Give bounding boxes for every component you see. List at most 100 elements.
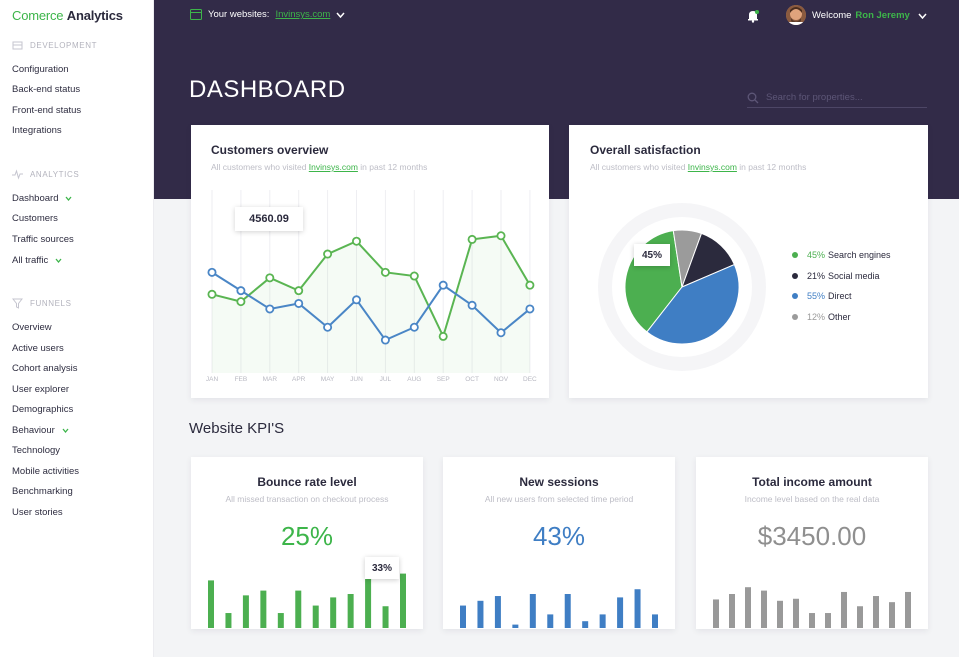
bar[interactable] (889, 602, 895, 628)
bar[interactable] (330, 597, 337, 628)
bar[interactable] (365, 560, 372, 628)
sidebar-item-benchmarking[interactable]: Benchmarking (12, 486, 73, 497)
legend-dot (792, 293, 798, 299)
avatar[interactable] (786, 5, 806, 25)
data-point[interactable] (236, 297, 246, 307)
sidebar-item-label: User stories (12, 507, 63, 518)
brand-part2: Analytics (66, 8, 123, 23)
search-input[interactable] (766, 92, 916, 103)
bar[interactable] (564, 594, 571, 628)
card-title: Overall satisfaction (590, 143, 701, 157)
bar[interactable] (460, 605, 466, 628)
data-point[interactable] (323, 249, 333, 259)
website-selector[interactable]: Your websites: Invinsys.com (190, 9, 345, 20)
brand-logo[interactable]: Comerce Analytics (12, 8, 123, 23)
pie-slice[interactable] (646, 248, 758, 367)
sidebar-item-label: All traffic (12, 255, 49, 266)
website-link[interactable]: Invinsys.com (308, 162, 358, 172)
bar[interactable] (242, 595, 249, 628)
sidebar-item-traffic-sources[interactable]: Traffic sources (12, 234, 74, 245)
data-point[interactable] (438, 331, 448, 341)
sidebar-item-back-end-status[interactable]: Back-end status (12, 84, 80, 95)
bar[interactable] (347, 594, 354, 628)
bar[interactable] (547, 614, 554, 628)
data-point[interactable] (467, 300, 477, 310)
data-point[interactable] (323, 322, 333, 332)
data-point[interactable] (236, 286, 246, 296)
data-point[interactable] (525, 280, 535, 290)
website-link[interactable]: Invinsys.com (687, 162, 737, 172)
data-point[interactable] (496, 231, 506, 241)
data-point[interactable] (351, 295, 361, 305)
bar[interactable] (260, 590, 267, 628)
data-point[interactable] (438, 280, 448, 290)
bar[interactable] (295, 590, 302, 628)
data-point[interactable] (496, 328, 506, 338)
bar[interactable] (809, 613, 815, 628)
data-point[interactable] (294, 298, 304, 308)
sidebar-item-user-explorer[interactable]: User explorer (12, 384, 69, 395)
bar[interactable] (793, 598, 799, 628)
bar[interactable] (745, 587, 751, 628)
sidebar-item-mobile-activities[interactable]: Mobile activities (12, 466, 79, 477)
data-point[interactable] (207, 267, 217, 277)
sidebar-item-user-stories[interactable]: User stories (12, 507, 63, 518)
data-point[interactable] (380, 335, 390, 345)
legend-text: 45% Search engines (807, 250, 891, 260)
bar[interactable] (841, 591, 847, 628)
bar[interactable] (494, 596, 501, 628)
bar[interactable] (857, 606, 863, 628)
bar[interactable] (225, 613, 232, 628)
data-point[interactable] (294, 286, 304, 296)
bar[interactable] (873, 596, 879, 628)
bar[interactable] (777, 600, 783, 628)
bar[interactable] (905, 591, 911, 628)
sidebar-item-integrations[interactable]: Integrations (12, 125, 62, 136)
bar[interactable] (277, 613, 284, 628)
data-point[interactable] (525, 304, 535, 314)
sidebar-item-behaviour[interactable]: Behaviour (12, 425, 69, 436)
bar[interactable] (634, 589, 641, 628)
sidebar-item-all-traffic[interactable]: All traffic (12, 255, 62, 266)
bar[interactable] (652, 614, 658, 628)
bar[interactable] (312, 605, 319, 628)
data-point[interactable] (265, 304, 275, 314)
data-point[interactable] (351, 236, 361, 246)
sidebar-item-technology[interactable]: Technology (12, 445, 60, 456)
data-point[interactable] (380, 267, 390, 277)
bar[interactable] (761, 590, 767, 628)
data-point[interactable] (207, 289, 217, 299)
kpi-card-new-sessions: New sessions All new users from selected… (443, 457, 675, 629)
data-point[interactable] (409, 322, 419, 332)
bar[interactable] (400, 573, 406, 628)
sidebar-item-customers[interactable]: Customers (12, 213, 58, 224)
bar[interactable] (477, 600, 484, 628)
data-point[interactable] (265, 273, 275, 283)
bar[interactable] (617, 597, 624, 628)
bar[interactable] (599, 614, 606, 628)
bar[interactable] (382, 606, 389, 628)
notification-bell-icon[interactable] (747, 9, 759, 23)
sidebar-item-configuration[interactable]: Configuration (12, 64, 69, 75)
bar[interactable] (713, 599, 719, 628)
user-menu[interactable]: Welcome Ron Jeremy (812, 10, 927, 21)
bar[interactable] (825, 613, 831, 628)
data-point[interactable] (467, 234, 477, 244)
bar[interactable] (512, 624, 519, 628)
sidebar-item-label: Cohort analysis (12, 363, 78, 374)
bar[interactable] (529, 594, 536, 628)
x-tick-label: AUG (407, 376, 421, 383)
legend-dot (792, 252, 798, 258)
sidebar-item-active-users[interactable]: Active users (12, 343, 64, 354)
bar[interactable] (582, 621, 589, 628)
sidebar-item-cohort-analysis[interactable]: Cohort analysis (12, 363, 77, 374)
data-point[interactable] (409, 271, 419, 281)
sidebar-item-dashboard[interactable]: Dashboard (12, 193, 72, 204)
website-link[interactable]: Invinsys.com (275, 9, 331, 20)
bar[interactable] (208, 580, 214, 628)
bar[interactable] (729, 594, 735, 628)
search-bar[interactable] (747, 88, 927, 108)
sidebar-item-overview[interactable]: Overview (12, 322, 52, 333)
sidebar-item-front-end-status[interactable]: Front-end status (12, 105, 81, 116)
sidebar-item-demographics[interactable]: Demographics (12, 404, 73, 415)
